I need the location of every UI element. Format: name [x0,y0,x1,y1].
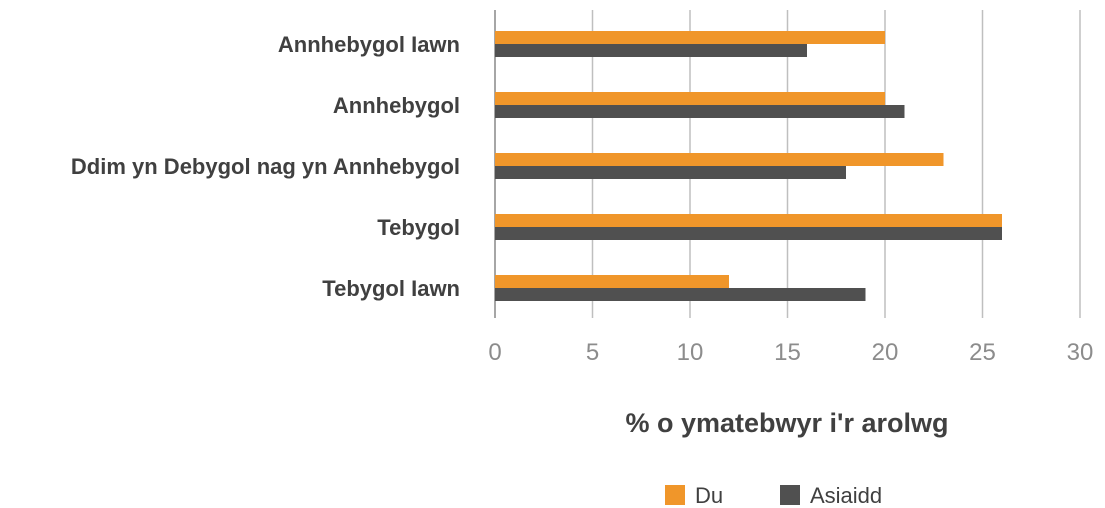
legend-swatch [665,485,685,505]
category-label: Annhebygol [333,93,460,118]
category-label: Tebygol Iawn [322,276,460,301]
x-tick-labels: 0 5 10 15 20 25 30 [488,339,1093,366]
x-tick-label: 10 [677,339,704,366]
x-tick-label: 20 [872,339,899,366]
category-labels: Annhebygol Iawn Annhebygol Ddim yn Debygol… [71,32,460,301]
legend-swatch [780,485,800,505]
legend-label: Asiaidd [810,483,882,508]
bar-du [495,275,729,288]
x-tick-label: 15 [774,339,801,366]
legend-label: Du [695,483,723,508]
bar-asiaidd [495,288,866,301]
category-label: Annhebygol Iawn [278,32,460,57]
legend: Du Asiaidd [665,483,882,508]
bar-asiaidd [495,166,846,179]
x-tick-label: 25 [969,339,996,366]
bar-du [495,92,885,105]
bar-du [495,153,944,166]
bar-asiaidd [495,227,1002,240]
bar-asiaidd [495,44,807,57]
category-label: Tebygol [377,215,460,240]
bars [495,31,1002,301]
bar-du [495,214,1002,227]
bar-du [495,31,885,44]
x-axis-title: % o ymatebwyr i'r arolwg [625,408,948,438]
category-label: Ddim yn Debygol nag yn Annhebygol [71,154,460,179]
x-tick-label: 30 [1067,339,1094,366]
x-tick-label: 0 [488,339,501,366]
x-tick-label: 5 [586,339,599,366]
bar-asiaidd [495,105,905,118]
